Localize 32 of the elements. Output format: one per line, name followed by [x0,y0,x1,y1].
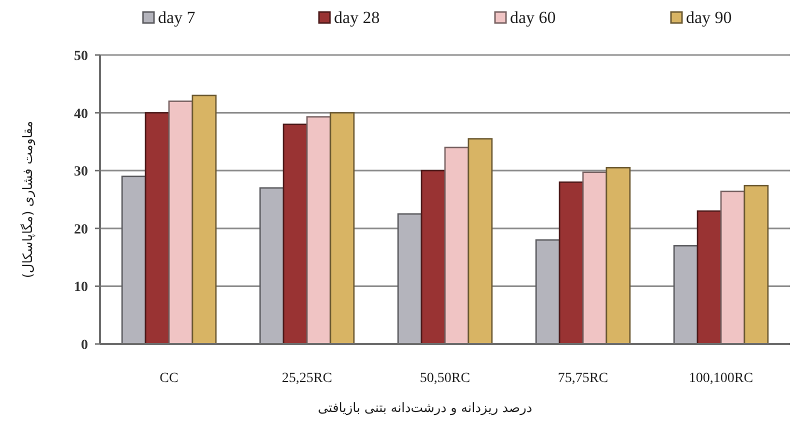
bar [744,184,769,345]
x-tick-label: 100,100RC [688,371,754,386]
bar [468,138,493,345]
bar [330,112,355,345]
bar [282,124,308,345]
bar [558,181,584,345]
y-axis-title: مقاومت فشاری (مگاپاسکال) [20,120,36,278]
y-tick-label: 10 [74,280,88,296]
y-tick-label: 0 [81,338,88,353]
x-tick-label: CC [160,371,178,386]
bar [673,245,698,345]
y-tick-label: 50 [74,49,88,64]
legend-label: day 7 [158,8,196,27]
bar [420,170,446,345]
bar [696,210,722,345]
x-tick-label: 75,75RC [558,371,608,386]
bar [606,167,631,345]
bar [397,213,422,345]
y-tick-label: 20 [74,222,88,238]
bar [535,239,560,345]
y-tick-label: 40 [74,106,88,122]
bar [121,176,146,345]
bar [259,187,284,345]
legend-label: day 28 [334,8,380,27]
legend-label: day 90 [686,8,732,27]
y-tick-label: 30 [74,164,88,180]
legend-label: day 60 [510,8,556,27]
x-axis-title: درصد ریزدانه و درشت‌دانه بتنی بازیافتی [318,401,532,416]
bar [144,112,170,345]
x-tick-label: 50,50RC [420,371,470,386]
x-tick-label: 25,25RC [282,371,332,386]
bar [192,94,217,345]
